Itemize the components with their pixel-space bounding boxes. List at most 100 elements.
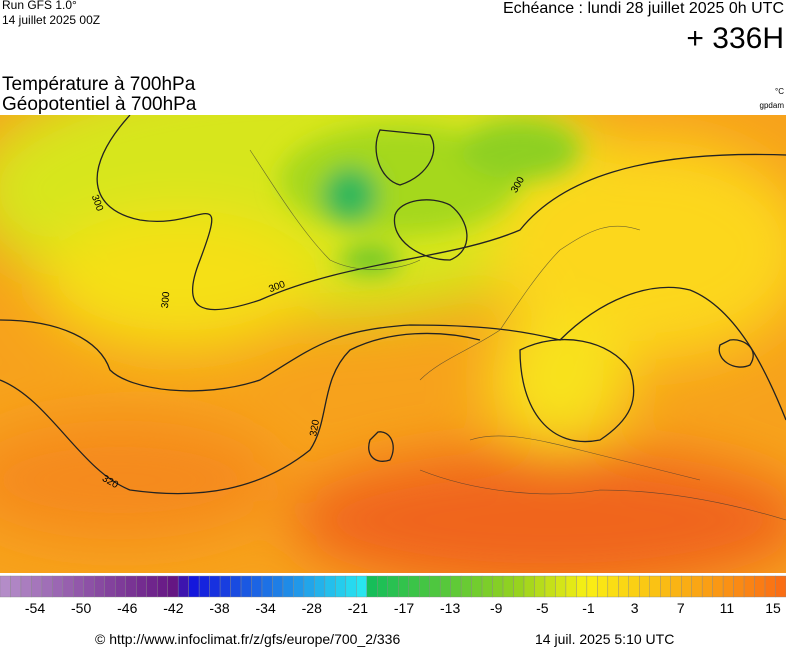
colorbar-swatch <box>628 575 640 598</box>
colorbar-swatch <box>618 575 630 598</box>
colorbar-label: 3 <box>631 600 639 616</box>
colorbar-label: -21 <box>348 600 368 616</box>
colorbar-swatch <box>481 575 493 598</box>
colorbar-swatch <box>544 575 556 598</box>
colorbar-swatch <box>775 575 786 598</box>
colorbar-swatch <box>712 575 724 598</box>
run-date: 14 juillet 2025 00Z <box>2 13 100 27</box>
colorbar-swatch <box>460 575 472 598</box>
title-geo: Géopotentiel à 700hPa <box>2 94 197 115</box>
colorbar-swatch <box>649 575 661 598</box>
colorbar-swatch <box>146 575 158 598</box>
colorbar-swatch <box>335 575 347 598</box>
colorbar-label: -54 <box>25 600 45 616</box>
colorbar-swatch <box>31 575 43 598</box>
colorbar-label: -46 <box>117 600 137 616</box>
colorbar-swatch <box>303 575 315 598</box>
colorbar-swatch <box>555 575 567 598</box>
horizon: + 336H <box>686 22 784 55</box>
unit-geo: gpdam <box>760 101 785 110</box>
colorbar-swatch <box>345 575 357 598</box>
colorbar-label: -5 <box>536 600 549 616</box>
footer-url: © http://www.infoclimat.fr/z/gfs/europe/… <box>95 631 400 647</box>
colorbar-swatch <box>0 575 11 598</box>
colorbar-swatch <box>136 575 147 598</box>
colorbar-swatch <box>565 575 577 598</box>
colorbar-swatch <box>41 575 53 598</box>
colorbar-swatch <box>73 575 85 598</box>
colorbar-swatch <box>639 575 650 598</box>
colorbar-swatch <box>52 575 64 598</box>
colorbar-swatch <box>523 575 535 598</box>
colorbar-swatch <box>764 575 776 598</box>
colorbar-swatch <box>188 575 200 598</box>
colorbar-swatch <box>10 575 22 598</box>
colorbar-swatch <box>293 575 305 598</box>
colorbar-swatch <box>356 575 368 598</box>
colorbar-swatch <box>450 575 462 598</box>
colorbar-swatch <box>115 575 126 598</box>
colorbar-label: -34 <box>256 600 276 616</box>
colorbar-swatch <box>586 575 598 598</box>
colorbar-swatch <box>681 575 692 598</box>
colorbar-swatch <box>722 575 734 598</box>
colorbar-label: -50 <box>71 600 91 616</box>
colorbar-swatch <box>701 575 713 598</box>
colorbar-swatch <box>104 575 116 598</box>
colorbar-swatch <box>177 575 189 598</box>
colorbar-swatch <box>691 575 703 598</box>
contour-label: 320 <box>308 418 322 437</box>
echeance: Echéance : lundi 28 juillet 2025 0h UTC <box>503 0 784 17</box>
colorbar-swatch <box>439 575 451 598</box>
title-temp: Température à 700hPa <box>2 74 196 95</box>
colorbar-label: 11 <box>720 600 735 616</box>
colorbar-swatch <box>429 575 441 598</box>
colorbar-label: -38 <box>209 600 229 616</box>
colorbar-swatch <box>240 575 252 598</box>
colorbar-swatch <box>513 575 525 598</box>
colorbar-label: -1 <box>582 600 595 616</box>
colorbar-swatch <box>419 575 430 598</box>
colorbar-swatch <box>733 575 745 598</box>
colorbar-swatch <box>492 575 504 598</box>
colorbar-label: -9 <box>490 600 503 616</box>
colorbar-label: -17 <box>394 600 414 616</box>
colorbar-swatch <box>62 575 74 598</box>
colorbar-swatch <box>272 575 284 598</box>
colorbar-label: -13 <box>440 600 460 616</box>
colorbar-swatch <box>754 575 766 598</box>
colorbar-swatch <box>167 575 179 598</box>
colorbar-swatch <box>377 575 388 598</box>
colorbar-swatch <box>20 575 32 598</box>
colorbar-swatch <box>502 575 514 598</box>
colorbar-label: 7 <box>677 600 685 616</box>
colorbar-swatch <box>156 575 168 598</box>
colorbar-swatch <box>607 575 619 598</box>
run-label: Run GFS 1.0° <box>2 0 77 12</box>
colorbar-swatch <box>534 575 546 598</box>
colorbar-swatch <box>219 575 231 598</box>
colorbar-swatch <box>198 575 210 598</box>
colorbar-label: 15 <box>765 600 781 616</box>
colorbar-swatch <box>660 575 671 598</box>
colorbar-swatch <box>471 575 483 598</box>
colorbar-swatch <box>125 575 137 598</box>
colorbar-swatch <box>314 575 326 598</box>
colorbar-swatch <box>83 575 95 598</box>
colorbar-swatch <box>209 575 221 598</box>
colorbar-swatch <box>324 575 336 598</box>
colorbar-swatch <box>398 575 409 598</box>
footer-timestamp: 14 juil. 2025 5:10 UTC <box>535 631 674 647</box>
contour-label: 300 <box>160 291 172 309</box>
colorbar-swatch <box>94 575 105 598</box>
map <box>0 115 786 573</box>
colorbar-swatch <box>670 575 682 598</box>
colorbar-swatch <box>366 575 378 598</box>
colorbar-swatch <box>408 575 420 598</box>
colorbar-swatch <box>261 575 273 598</box>
colorbar-label: -42 <box>163 600 183 616</box>
unit-temp: °C <box>775 87 784 96</box>
colorbar-label: -28 <box>302 600 322 616</box>
